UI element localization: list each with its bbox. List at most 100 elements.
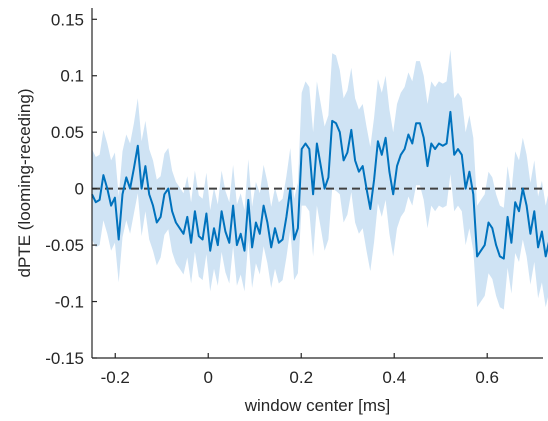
data-point [156, 222, 158, 224]
y-tick-label: 0.15 [51, 10, 84, 29]
data-point [446, 143, 448, 145]
x-tick-label: -0.2 [101, 368, 130, 387]
data-point [106, 188, 108, 190]
data-point [434, 148, 436, 150]
y-axis-title: dPTE (looming-receding) [15, 89, 34, 278]
axes [91, 8, 543, 359]
data-point [251, 246, 253, 248]
data-point [461, 154, 463, 156]
data-point [118, 239, 120, 241]
data-point [289, 188, 291, 190]
data-point [179, 227, 181, 229]
data-point [102, 174, 104, 176]
data-point [133, 167, 135, 169]
x-axis-ticks: -0.2 0 0.2 0.4 0.6 [101, 353, 499, 387]
data-point [255, 222, 257, 224]
data-point [316, 143, 318, 145]
series-line [91, 110, 548, 260]
data-point [453, 154, 455, 156]
data-point [514, 201, 516, 203]
data-point [335, 122, 337, 124]
data-point [537, 246, 539, 248]
data-point [152, 205, 154, 207]
data-point [114, 197, 116, 199]
data-point [526, 205, 528, 207]
y-tick-label: 0.05 [51, 123, 84, 142]
data-point [377, 140, 379, 142]
data-point [244, 250, 246, 252]
data-point [327, 176, 329, 178]
data-point [331, 120, 333, 122]
data-point [488, 222, 490, 224]
data-point [266, 222, 268, 224]
data-point [194, 210, 196, 212]
data-point [369, 208, 371, 210]
y-tick-label: 0 [75, 180, 84, 199]
y-axis-ticks: -0.15 -0.1 -0.05 0 0.05 0.1 0.15 [45, 10, 97, 368]
data-point [129, 188, 131, 190]
data-point [224, 231, 226, 233]
data-point [263, 205, 265, 207]
data-point [141, 188, 143, 190]
data-point [293, 239, 295, 241]
data-point [427, 165, 429, 167]
data-point [205, 213, 207, 215]
data-point [392, 193, 394, 195]
data-point [484, 244, 486, 246]
data-point [278, 242, 280, 244]
data-point [297, 227, 299, 229]
data-point [358, 171, 360, 173]
x-axis-title: window center [ms] [244, 396, 391, 415]
data-point [175, 222, 177, 224]
data-point [190, 242, 192, 244]
data-point [388, 171, 390, 173]
data-point [343, 159, 345, 161]
x-tick-label: 0.6 [475, 368, 499, 387]
y-tick-label: 0.1 [60, 67, 84, 86]
data-point [228, 242, 230, 244]
data-point [400, 154, 402, 156]
data-point [510, 242, 512, 244]
data-point [396, 165, 398, 167]
data-point [346, 152, 348, 154]
data-point [541, 231, 543, 233]
data-point [404, 148, 406, 150]
data-point [160, 216, 162, 218]
data-point [122, 193, 124, 195]
y-tick-label: -0.1 [55, 293, 84, 312]
data-point [95, 201, 97, 203]
data-point [533, 210, 535, 212]
data-point [472, 193, 474, 195]
data-point [457, 148, 459, 150]
y-tick-label: -0.05 [45, 236, 84, 255]
data-point [209, 250, 211, 252]
data-point [407, 134, 409, 136]
data-point [320, 165, 322, 167]
data-point [373, 179, 375, 181]
data-point [247, 199, 249, 201]
y-tick-label: -0.15 [45, 349, 84, 368]
data-point [183, 233, 185, 235]
data-point [385, 137, 387, 139]
data-point [339, 131, 341, 133]
data-point [125, 176, 127, 178]
data-point [442, 145, 444, 147]
data-point [362, 165, 364, 167]
data-point [480, 250, 482, 252]
data-point [167, 188, 169, 190]
data-point [99, 199, 101, 201]
data-point [449, 111, 451, 113]
data-point [137, 145, 139, 147]
data-point [423, 137, 425, 139]
data-point [411, 143, 413, 145]
x-tick-label: 0.2 [289, 368, 313, 387]
data-point [285, 216, 287, 218]
data-point [171, 210, 173, 212]
data-point [499, 255, 501, 257]
data-point [366, 188, 368, 190]
data-point [198, 235, 200, 237]
data-point [240, 233, 242, 235]
x-tick-label: 0.4 [382, 368, 406, 387]
data-point [381, 154, 383, 156]
